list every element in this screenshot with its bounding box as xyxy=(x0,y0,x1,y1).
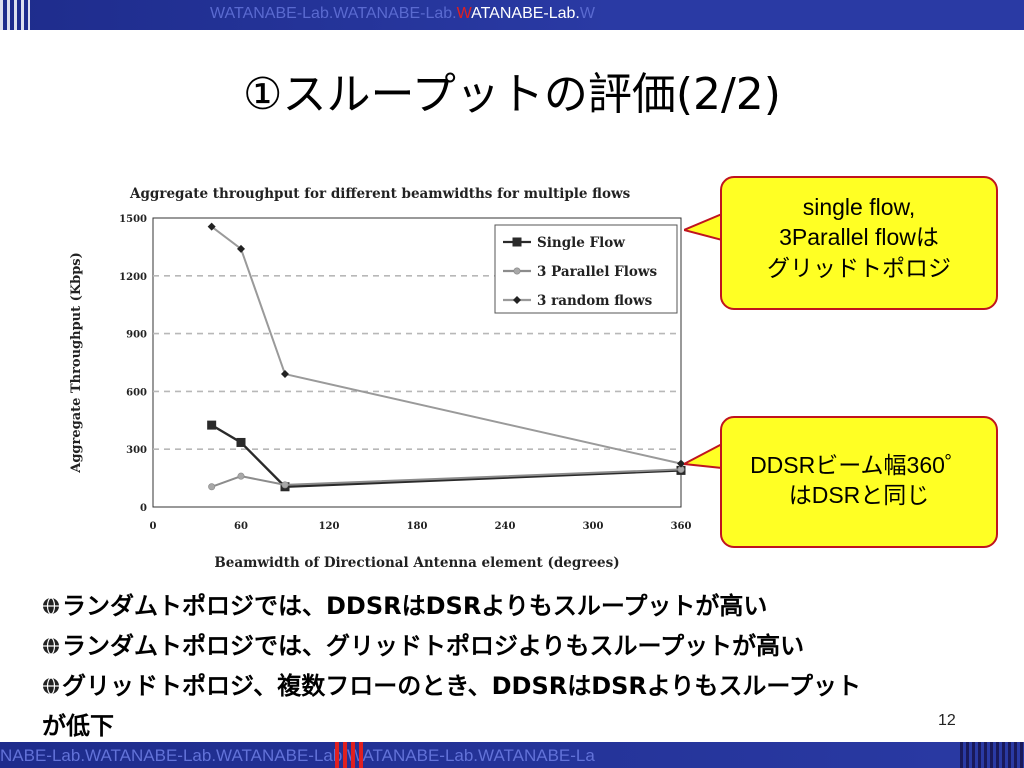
footer-bar: NABE-Lab.WATANABE-Lab.WATANABE-Lab.WATAN… xyxy=(0,742,1024,768)
legend-label: 3 Parallel Flows xyxy=(537,264,658,280)
y-tick-label: 1500 xyxy=(119,214,147,225)
header-stripes xyxy=(0,0,30,30)
data-point xyxy=(281,481,289,489)
chart-title: Aggregate throughput for different beamw… xyxy=(129,186,631,202)
data-point xyxy=(236,437,246,447)
x-tick-label: 240 xyxy=(495,521,516,532)
y-tick-label: 0 xyxy=(140,503,147,514)
callout-1-line: single flow, xyxy=(802,194,916,220)
callout-1-line: 3Parallel flowは xyxy=(779,224,939,251)
x-tick-label: 180 xyxy=(407,521,428,532)
bullet-item: ランダムトポロジでは、グリッドトポロジよりもスループットが高い xyxy=(42,626,1012,666)
x-tick-label: 0 xyxy=(150,521,157,532)
series-line xyxy=(211,468,682,488)
page-number: 12 xyxy=(938,712,956,729)
y-tick-label: 900 xyxy=(126,330,147,341)
y-axis-label: Aggregate Throughput (Kbps) xyxy=(69,252,84,474)
x-tick-label: 360 xyxy=(671,521,692,532)
bullet-globe-icon xyxy=(43,637,59,655)
callout-2-line: はDSRと同じ xyxy=(788,482,930,509)
callout-ddsr-360: DDSRビーム幅360゜ はDSRと同じ xyxy=(720,416,998,548)
y-tick-label: 1200 xyxy=(119,272,147,283)
x-tick-label: 300 xyxy=(583,521,604,532)
legend-marker xyxy=(512,237,522,247)
header-ticker: WATANABE-Lab.WATANABE-Lab.WATANABE-Lab.W xyxy=(210,5,595,22)
bullet-item: ランダムトポロジでは、DDSRはDSRよりもスループットが高い xyxy=(42,586,1012,626)
series-line xyxy=(211,424,682,488)
callout-2-line: DDSRビーム幅360゜ xyxy=(750,452,968,478)
x-tick-label: 120 xyxy=(319,521,340,532)
data-point xyxy=(281,370,289,379)
bullet-item: グリッドトポロジ、複数フローのとき、DDSRはDSRよりもスループット xyxy=(42,666,1012,706)
bullet-text: が低下 xyxy=(42,712,114,740)
bullet-list: ランダムトポロジでは、DDSRはDSRよりもスループットが高い ランダムトポロジ… xyxy=(42,586,1012,746)
throughput-chart: Aggregate throughput for different beamw… xyxy=(69,186,692,571)
data-point xyxy=(677,459,685,468)
legend-label: Single Flow xyxy=(537,235,625,251)
bullet-text: ランダムトポロジでは、グリッドトポロジよりもスループットが高い xyxy=(62,632,805,660)
y-tick-label: 600 xyxy=(126,387,147,398)
callout-1-line: グリッドトポロジ xyxy=(767,254,951,281)
data-point xyxy=(237,472,245,480)
chart-area: Aggregate throughput for different beamw… xyxy=(60,172,700,582)
footer-red-stripes xyxy=(335,742,367,768)
slide-title: ①スループットの評価(2/2) xyxy=(243,69,781,120)
header-bar: WATANABE-Lab.WATANABE-Lab.WATANABE-Lab.W xyxy=(0,0,1024,30)
bullet-text: グリッドトポロジ、複数フローのとき、DDSRはDSRよりもスループット xyxy=(62,672,861,700)
bullet-item-continued: が低下 xyxy=(42,706,1012,746)
series-line xyxy=(211,225,682,465)
legend-label: 3 random flows xyxy=(537,293,653,309)
legend-marker xyxy=(513,267,521,275)
data-point xyxy=(207,222,216,231)
data-point xyxy=(208,483,216,491)
bullet-text: ランダムトポロジでは、DDSRはDSRよりもスループットが高い xyxy=(62,592,768,620)
x-tick-label: 60 xyxy=(234,521,248,532)
callout-grid-topology: single flow, 3Parallel flowは グリッドトポロジ xyxy=(720,176,998,310)
bullet-globe-icon xyxy=(43,677,59,695)
x-axis-label: Beamwidth of Directional Antenna element… xyxy=(214,555,619,571)
legend-marker xyxy=(513,296,521,304)
y-tick-label: 300 xyxy=(126,445,147,456)
legend-box xyxy=(494,224,678,314)
footer-dark-stripes xyxy=(960,742,1024,768)
data-point xyxy=(237,244,245,253)
data-point xyxy=(207,420,217,430)
footer-ticker: NABE-Lab.WATANABE-Lab.WATANABE-Lab.WATAN… xyxy=(0,746,595,765)
bullet-globe-icon xyxy=(43,597,59,615)
